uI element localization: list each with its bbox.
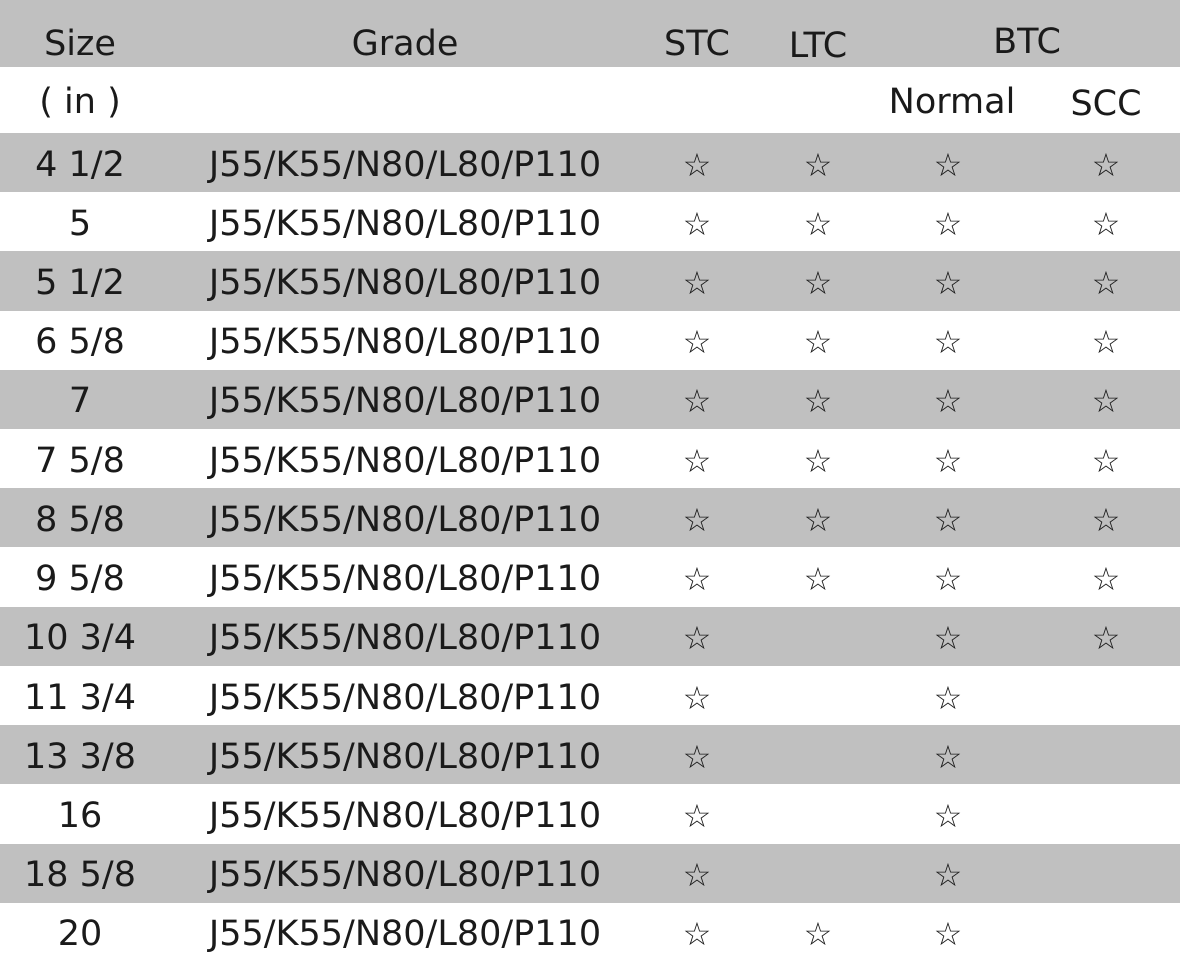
- header-cell: STC: [664, 24, 730, 64]
- availability-mark: ☆: [1091, 619, 1121, 658]
- availability-mark: ☆: [803, 915, 833, 954]
- availability-mark: ☆: [803, 264, 833, 303]
- availability-mark: ☆: [803, 145, 833, 184]
- availability-mark: ☆: [1091, 382, 1121, 421]
- availability-mark: ☆: [933, 264, 963, 303]
- row-band: [0, 488, 1180, 548]
- row-band: [0, 369, 1180, 430]
- availability-mark: ☆: [803, 560, 833, 599]
- table-cell: 5 1/2: [35, 263, 125, 304]
- table-cell: 6 5/8: [35, 322, 125, 363]
- availability-mark: ☆: [803, 382, 833, 421]
- table-cell: 7 5/8: [35, 440, 125, 481]
- table-cell: J55/K55/N80/L80/P110: [208, 203, 602, 244]
- table-cell: J55/K55/N80/L80/P110: [208, 618, 602, 659]
- availability-mark: ☆: [682, 560, 712, 599]
- table-cell: J55/K55/N80/L80/P110: [208, 677, 602, 718]
- table-cell: J55/K55/N80/L80/P110: [208, 322, 602, 363]
- availability-mark: ☆: [1091, 204, 1121, 243]
- table-cell: 9 5/8: [35, 559, 125, 600]
- availability-mark: ☆: [1091, 323, 1121, 362]
- table-cell: J55/K55/N80/L80/P110: [208, 381, 602, 422]
- availability-mark: ☆: [933, 500, 963, 539]
- availability-mark: ☆: [933, 678, 963, 717]
- availability-mark: ☆: [682, 382, 712, 421]
- availability-mark: ☆: [933, 382, 963, 421]
- table-cell: J55/K55/N80/L80/P110: [208, 263, 602, 304]
- row-band: [0, 251, 1180, 311]
- table-cell: 20: [57, 914, 103, 955]
- table-cell: 18 5/8: [24, 855, 136, 896]
- header-cell: ( in ): [39, 82, 121, 122]
- table-cell: 10 3/4: [24, 618, 136, 659]
- availability-mark: ☆: [933, 441, 963, 480]
- table-cell: J55/K55/N80/L80/P110: [208, 914, 602, 955]
- availability-mark: ☆: [933, 856, 963, 895]
- availability-mark: ☆: [682, 856, 712, 895]
- availability-mark: ☆: [803, 500, 833, 539]
- availability-mark: ☆: [682, 678, 712, 717]
- header-cell: BTC: [993, 22, 1061, 62]
- header-cell: LTC: [788, 26, 848, 66]
- availability-mark: ☆: [1091, 264, 1121, 303]
- row-band: [0, 725, 1180, 785]
- availability-mark: ☆: [933, 560, 963, 599]
- availability-mark: ☆: [682, 619, 712, 658]
- availability-mark: ☆: [933, 796, 963, 835]
- availability-mark: ☆: [803, 204, 833, 243]
- header-band: [0, 0, 1180, 67]
- table-cell: J55/K55/N80/L80/P110: [208, 736, 602, 777]
- availability-mark: ☆: [933, 915, 963, 954]
- header-cell: Normal: [888, 82, 1016, 122]
- availability-mark: ☆: [1091, 441, 1121, 480]
- header-cell: Grade: [351, 24, 459, 64]
- row-band: [0, 843, 1180, 903]
- table-cell: 11 3/4: [24, 677, 136, 718]
- availability-mark: ☆: [682, 204, 712, 243]
- header-cell: SCC: [1070, 84, 1142, 124]
- availability-mark: ☆: [803, 323, 833, 362]
- availability-mark: ☆: [933, 619, 963, 658]
- table-cell: 8 5/8: [35, 499, 125, 540]
- availability-mark: ☆: [682, 915, 712, 954]
- table-cell: J55/K55/N80/L80/P110: [208, 499, 602, 540]
- table-cell: J55/K55/N80/L80/P110: [208, 795, 602, 836]
- table-cell: 4 1/2: [35, 144, 125, 185]
- availability-mark: ☆: [933, 204, 963, 243]
- table-cell: 13 3/8: [24, 736, 136, 777]
- table-cell: J55/K55/N80/L80/P110: [208, 440, 602, 481]
- table-cell: 5: [68, 203, 92, 244]
- table-cell: 16: [57, 795, 103, 836]
- availability-mark: ☆: [1091, 560, 1121, 599]
- row-band: [0, 133, 1180, 193]
- availability-mark: ☆: [682, 441, 712, 480]
- availability-mark: ☆: [682, 264, 712, 303]
- availability-mark: ☆: [682, 500, 712, 539]
- availability-mark: ☆: [1091, 500, 1121, 539]
- table-cell: J55/K55/N80/L80/P110: [208, 559, 602, 600]
- availability-mark: ☆: [1091, 145, 1121, 184]
- row-band: [0, 606, 1180, 666]
- table-cell: 7: [68, 381, 92, 422]
- table-cell: J55/K55/N80/L80/P110: [208, 144, 602, 185]
- header-cell: Size: [44, 24, 116, 64]
- availability-mark: ☆: [682, 145, 712, 184]
- availability-mark: ☆: [803, 441, 833, 480]
- availability-mark: ☆: [682, 323, 712, 362]
- availability-mark: ☆: [933, 323, 963, 362]
- availability-mark: ☆: [933, 145, 963, 184]
- availability-mark: ☆: [682, 796, 712, 835]
- availability-mark: ☆: [933, 737, 963, 776]
- availability-mark: ☆: [682, 737, 712, 776]
- table-cell: J55/K55/N80/L80/P110: [208, 855, 602, 896]
